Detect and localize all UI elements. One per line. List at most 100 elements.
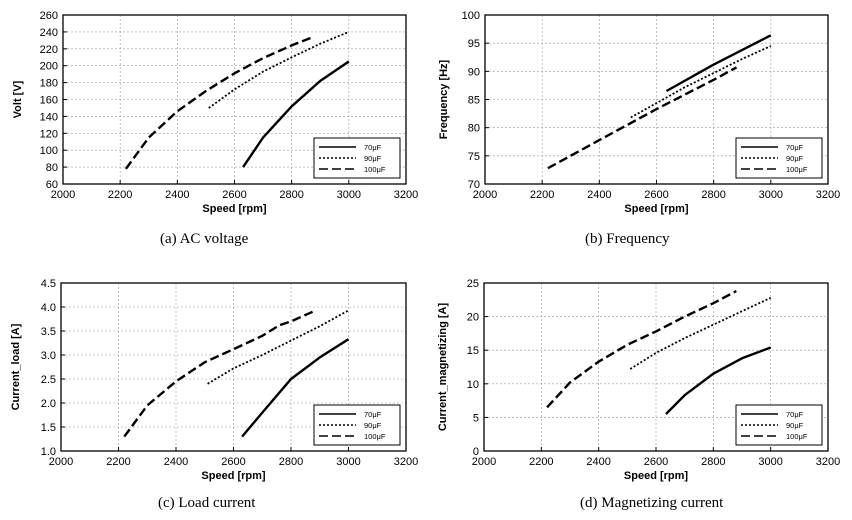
legend-box [313,137,401,179]
x-tick-label: 2200 [108,189,132,201]
x-tick-label: 2600 [222,189,246,201]
chart-panel-2: 2000 2200 2400 2600 2800 3000 3200 70 75 80 85 90 95… [438,10,840,247]
y-tick-label: 80 [468,123,480,135]
y-axis-label: Current_load [A] [10,323,22,410]
x-tick-label: 3000 [337,189,361,201]
y-tick-label: 140 [40,111,58,123]
legend-label-2: 90μF [786,421,804,430]
series-line-2 [208,31,350,109]
y-tick-label: 95 [468,38,480,50]
panel-caption: (a) AC voltage [160,231,249,247]
legend: 70μF 90μF 100μF [313,137,401,179]
x-axis-label: Speed [rpm] [624,470,689,482]
y-tick-label: 60 [46,179,58,191]
x-tick-label: 2800 [279,456,303,468]
x-tick-label: 2400 [587,189,611,201]
panel-caption: (d) Magnetizing current [580,495,724,511]
series-line-3 [124,35,314,170]
y-tick-label: 160 [40,95,58,107]
x-tick-label: 2200 [529,456,553,468]
legend-label-1: 70μF [364,410,382,419]
legend: 70μF 90μF 100μF [735,404,823,446]
x-tick-label: 2800 [279,189,303,201]
series-line-1 [665,34,772,93]
legend-box [313,404,401,446]
y-tick-label: 1.5 [41,422,56,434]
legend-label-1: 70μF [364,143,382,152]
y-tick-label: 220 [40,44,58,56]
y-tick-label: 4.5 [41,278,56,290]
y-axis-label: Frequency [Hz] [438,59,450,139]
y-tick-label: 100 [462,10,480,22]
legend-label-1: 70μF [786,410,804,419]
y-tick-label: 10 [467,379,479,391]
x-tick-label: 2000 [51,189,75,201]
series-line-1 [242,60,350,168]
x-tick-label: 2600 [221,456,245,468]
x-tick-label: 2600 [644,189,668,201]
chart-panel-1: 2000 2200 2400 2600 2800 3000 3200 60 80 100 120 14… [12,10,418,247]
series-line-3 [547,66,738,170]
legend-label-2: 90μF [364,154,382,163]
y-tick-label: 90 [468,66,480,78]
x-tick-label: 2800 [701,189,725,201]
chart-panel-3: 2000 2200 2400 2600 2800 3000 3200 1.0 1.5 2.0 2.5… [10,278,418,511]
y-tick-label: 100 [40,145,58,157]
x-tick-label: 2000 [472,456,496,468]
series-line-1 [665,346,772,415]
legend-label-2: 90μF [364,421,382,430]
y-tick-label: 75 [468,151,480,163]
series-line-1 [241,338,350,438]
x-tick-label: 2000 [473,189,497,201]
series-line-2 [207,309,349,385]
series-line-3 [123,310,314,438]
legend-label-3: 100μF [786,165,808,174]
y-tick-label: 15 [467,345,479,357]
legend-label-1: 70μF [786,143,804,152]
chart-panel-4: 2000 2200 2400 2600 2800 3000 3200 0 5 10 15 20 25 Sp… [437,278,840,511]
y-axis-label: Current_magnetizing [A] [437,302,449,431]
x-axis-label: Speed [rpm] [624,203,689,215]
y-tick-label: 2.5 [41,374,56,386]
series-line-3 [546,290,737,409]
y-tick-label: 20 [467,312,479,324]
x-axis-label: Speed [rpm] [201,470,266,482]
x-tick-label: 2400 [165,189,189,201]
y-tick-label: 2.0 [41,398,56,410]
x-tick-label: 3200 [816,189,840,201]
y-tick-label: 5 [473,412,479,424]
x-tick-label: 2000 [49,456,73,468]
y-tick-label: 260 [40,10,58,22]
y-tick-label: 80 [46,162,58,174]
legend-label-3: 100μF [364,432,386,441]
y-tick-label: 1.0 [41,446,56,458]
panel-caption: (c) Load current [158,495,256,511]
y-tick-label: 85 [468,95,480,107]
legend-label-3: 100μF [364,165,386,174]
series-line-2 [629,296,772,370]
x-tick-label: 2800 [701,456,725,468]
x-tick-label: 2400 [164,456,188,468]
y-tick-label: 3.5 [41,326,56,338]
y-tick-label: 3.0 [41,350,56,362]
y-tick-label: 240 [40,27,58,39]
y-tick-label: 180 [40,78,58,90]
y-tick-label: 4.0 [41,302,56,314]
x-tick-label: 3000 [759,189,783,201]
panel-caption: (b) Frequency [585,231,670,247]
x-tick-label: 2600 [644,456,668,468]
y-axis-label: Volt [V] [12,80,24,118]
y-tick-label: 25 [467,278,479,290]
legend: 70μF 90μF 100μF [735,137,823,179]
y-tick-label: 200 [40,61,58,73]
legend-box [735,404,823,446]
x-axis-label: Speed [rpm] [202,203,267,215]
x-tick-label: 3000 [758,456,782,468]
legend-label-2: 90μF [786,154,804,163]
x-tick-label: 3200 [394,189,418,201]
legend-label-3: 100μF [786,432,808,441]
series-line-2 [630,45,772,119]
y-tick-label: 70 [468,179,480,191]
x-tick-label: 3200 [816,456,840,468]
